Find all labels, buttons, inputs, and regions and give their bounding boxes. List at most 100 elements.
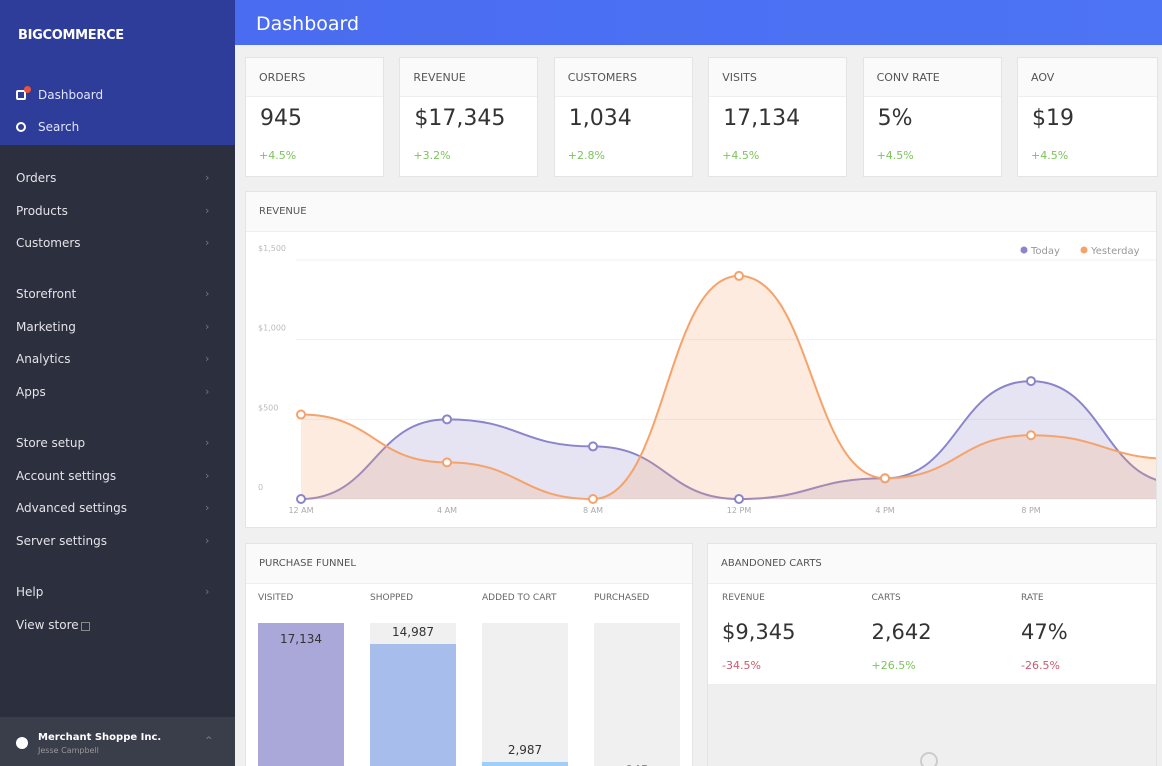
data-point [588,494,598,504]
card-title: REVENUE [259,206,307,217]
nav-item[interactable]: Help [16,585,44,599]
metric-change: -26.5% [1021,659,1060,672]
account-name: Merchant Shoppe Inc. [38,732,162,743]
nav-icon [16,122,26,132]
data-point [734,270,744,281]
metric-change: +26.5% [871,659,916,672]
kpi-card: AOV $19 +4.5% [1017,57,1158,177]
kpi-value: $19 [1032,106,1074,131]
stage-label: VISITED [258,593,294,603]
funnel-column [594,623,680,766]
chevron-up: ^ [205,736,213,746]
card-header [709,58,847,97]
abandoned-card: ABANDONED CARTS REVENUE $9,345 -34.5% CARTS 2… [707,543,1157,766]
kpi-change: +4.5% [259,149,297,162]
data-point [296,409,306,420]
y-tick-label: $1,000 [258,324,286,333]
chevron: › [205,534,210,548]
nav-item[interactable]: Account settings [16,468,117,483]
nav-item[interactable]: Advanced settings [16,501,127,516]
nav-item[interactable]: View store [16,617,79,632]
funnel-value: 17,134 [280,632,322,646]
kpi-change: +3.2% [413,149,451,162]
card-header [400,58,538,97]
nav-item[interactable]: Storefront [16,287,77,301]
data-point [442,457,452,468]
kpi-label: ORDERS [259,71,306,84]
card-header [554,58,692,97]
chevron: › [205,436,210,449]
kpi-value: 5% [877,106,913,131]
card-header [246,58,383,97]
empty-icon [920,752,938,766]
chevron: › [205,319,210,333]
nav-item[interactable]: Marketing [16,319,76,334]
nav-item[interactable]: Products [16,203,68,218]
data-point [588,441,598,452]
stage-label: SHOPPED [370,593,414,603]
stage-label: ADDED TO CART [482,593,557,603]
card-header [1018,58,1157,97]
stage-label: PURCHASED [594,593,650,603]
nav-item[interactable]: Search [38,120,80,134]
logo: BIGCOMMERCE [18,28,124,43]
series-area [301,275,1156,499]
x-tick-label: 8 AM [583,506,603,515]
legend-label: Today [1030,246,1060,257]
metric-value: 2,642 [871,620,932,644]
kpi-card: REVENUE $17,345 +3.2% [399,57,539,177]
legend-swatch [1080,246,1088,254]
card-header [708,544,1156,584]
kpi-label: REVENUE [413,71,466,84]
header-bar [235,0,1162,45]
metric-label: REVENUE [722,593,765,603]
x-tick-label: 4 AM [437,506,457,515]
legend-label: Yesterday [1090,246,1140,257]
revenue-chart: 0 $500 $1,000 $1,500 12 AM 4 AM 8 AM 12 PM 4 PM 8… [258,244,1156,515]
chevron: › [205,287,210,300]
data-point [296,494,306,504]
kpi-card: CONV RATE 5% +4.5% [862,57,1002,177]
data-point [1026,376,1036,387]
card-header [246,544,692,584]
kpi-card: ORDERS 945 +4.5% [245,57,384,177]
x-tick-label: 12 AM [288,506,313,515]
chevron: › [205,468,210,482]
chevron: › [205,236,210,250]
metric-label: CARTS [871,593,901,603]
kpi-label: VISITS [722,71,757,84]
series-area [301,381,1156,499]
chevron: › [205,501,210,515]
nav-item[interactable]: Analytics [16,352,71,367]
kpi-change: +4.5% [876,149,914,162]
funnel-value: 945 [594,763,680,766]
chevron: › [205,203,210,217]
kpi-card: VISITS 17,134 +4.5% [708,57,848,177]
nav-item[interactable]: Apps [16,385,46,400]
metric-value: 47% [1021,620,1068,644]
funnel-bar [370,644,456,766]
kpi-value: 1,034 [568,106,632,131]
kpi-change: +4.5% [1031,149,1069,162]
funnel-bar [482,761,568,766]
y-tick-label: 0 [258,483,263,492]
chevron: › [205,385,210,399]
account-icon [16,737,28,749]
card-title: PURCHASE FUNNEL [259,558,356,569]
data-point [734,494,744,504]
legend-swatch [1020,246,1028,254]
nav-item[interactable]: Dashboard [38,88,104,102]
kpi-label: CUSTOMERS [567,71,637,84]
kpi-label: AOV [1031,71,1055,84]
nav-icon [16,90,26,100]
funnel-bar [258,623,344,766]
nav-item[interactable]: Store setup [16,436,86,450]
kpi-card: CUSTOMERS 1,034 +2.8% [553,57,693,177]
chevron: › [205,171,210,184]
nav-item[interactable]: Customers [16,236,81,251]
notification-badge [24,86,31,93]
nav-item[interactable]: Orders [16,171,57,185]
nav-item[interactable]: Server settings [16,534,108,549]
sidebar-top [0,0,235,145]
